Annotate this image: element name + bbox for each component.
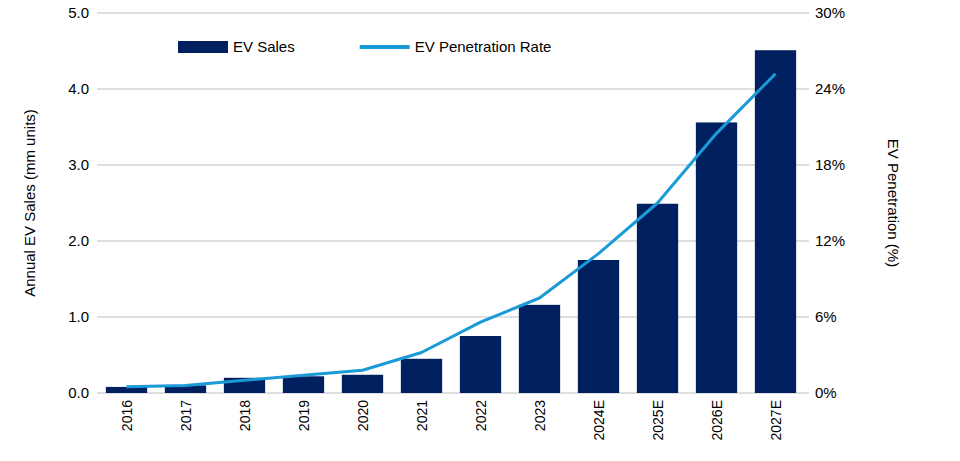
x-tick-label: 2019 bbox=[296, 400, 312, 431]
y2-tick-label: 0% bbox=[815, 384, 837, 401]
bar bbox=[519, 305, 560, 393]
y2-tick bbox=[805, 241, 809, 242]
bar bbox=[401, 359, 442, 393]
chart: 0.0 1.0 2.0 3.0 4.0 5.0 0% 6% 12% 18% 24% 30% Annual… bbox=[0, 0, 960, 461]
y2-tick bbox=[805, 165, 809, 166]
line bbox=[127, 74, 776, 387]
x-tick-label: 2023 bbox=[532, 400, 548, 431]
grid-line bbox=[97, 89, 805, 90]
y-tick-label: 4.0 bbox=[68, 80, 89, 97]
x-tick-label: 2016 bbox=[119, 400, 135, 431]
y2-tick-label: 24% bbox=[815, 80, 845, 97]
y-tick-label: 5.0 bbox=[68, 4, 89, 21]
y-tick-label: 1.0 bbox=[68, 308, 89, 325]
bar bbox=[637, 204, 678, 393]
x-tick-label: 2017 bbox=[178, 400, 194, 431]
plot-area bbox=[106, 50, 796, 393]
y2-tick bbox=[805, 317, 809, 318]
y2-tick bbox=[805, 13, 809, 14]
grid-line bbox=[97, 13, 805, 14]
bar bbox=[342, 375, 383, 393]
bar bbox=[578, 260, 619, 393]
y2-tick-label: 6% bbox=[815, 308, 837, 325]
legend-swatch bbox=[178, 41, 228, 53]
x-tick-label: 2025E bbox=[650, 400, 666, 440]
legend-label: EV Sales bbox=[233, 38, 295, 55]
bar bbox=[696, 122, 737, 393]
x-tick-label: 2026E bbox=[709, 400, 725, 440]
y-tick-label: 3.0 bbox=[68, 156, 89, 173]
y2-tick bbox=[805, 393, 809, 394]
y2-tick bbox=[805, 89, 809, 90]
bar bbox=[283, 376, 324, 393]
x-tick-label: 2021 bbox=[414, 400, 430, 431]
y2-tick-label: 18% bbox=[815, 156, 845, 173]
x-tick-label: 2024E bbox=[591, 400, 607, 440]
y-tick-label: 2.0 bbox=[68, 232, 89, 249]
y2-tick-label: 12% bbox=[815, 232, 845, 249]
y2-axis-title: EV Penetration (%) bbox=[885, 139, 902, 267]
legend-label: EV Penetration Rate bbox=[415, 38, 552, 55]
x-tick-label: 2018 bbox=[237, 400, 253, 431]
legend-swatch bbox=[360, 45, 410, 49]
y-tick-label: 0.0 bbox=[68, 384, 89, 401]
bar bbox=[460, 336, 501, 393]
y-axis-title: Annual EV Sales (mm units) bbox=[21, 109, 38, 297]
y2-tick-label: 30% bbox=[815, 4, 845, 21]
x-tick-label: 2020 bbox=[355, 400, 371, 431]
bar bbox=[755, 50, 796, 393]
x-tick-label: 2027E bbox=[768, 400, 784, 440]
x-tick-label: 2022 bbox=[473, 400, 489, 431]
